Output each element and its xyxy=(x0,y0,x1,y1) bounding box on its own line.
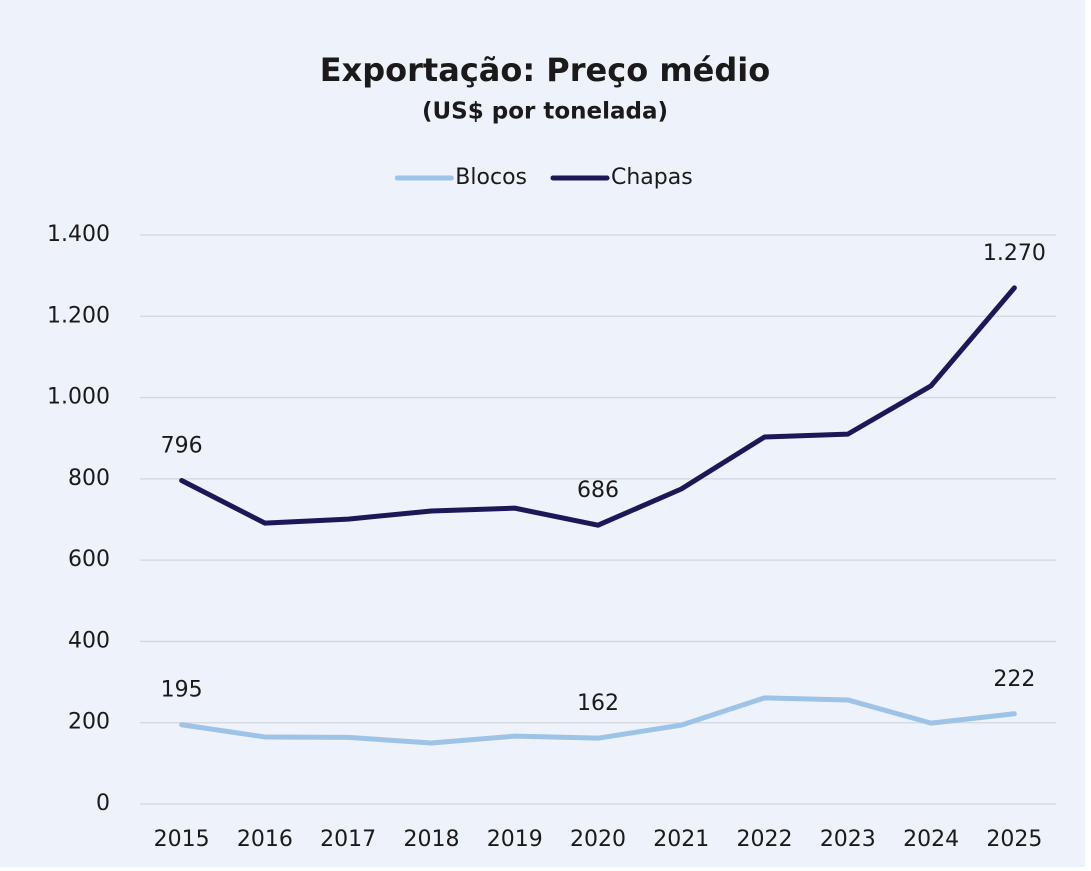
data-label: 1.270 xyxy=(983,241,1046,266)
series-line xyxy=(179,285,1017,528)
x-tick-label: 2022 xyxy=(737,827,793,852)
y-tick-label: 600 xyxy=(68,547,110,572)
x-tick-label: 2017 xyxy=(320,827,376,852)
chart-subtitle: (US$ por tonelada) xyxy=(422,99,668,125)
legend: Blocos Chapas xyxy=(394,165,693,190)
data-label: 222 xyxy=(993,667,1035,692)
data-label: 162 xyxy=(577,691,619,716)
x-tick-label: 2019 xyxy=(487,827,543,852)
chart-title: Exportação: Preço médio xyxy=(320,51,770,89)
x-tick-label: 2024 xyxy=(903,827,959,852)
x-tick-label: 2023 xyxy=(820,827,876,852)
data-label: 686 xyxy=(577,478,619,503)
y-tick-label: 1.200 xyxy=(47,303,110,328)
legend-label: Chapas xyxy=(611,165,693,190)
x-tick-label: 2016 xyxy=(237,827,293,852)
y-tick-label: 400 xyxy=(68,628,110,653)
series-line xyxy=(179,695,1017,746)
x-tick-label: 2025 xyxy=(986,827,1042,852)
y-tick-label: 800 xyxy=(68,466,110,491)
x-tick-label: 2020 xyxy=(570,827,626,852)
x-tick-label: 2018 xyxy=(403,827,459,852)
data-label: 796 xyxy=(161,433,203,458)
x-tick-label: 2021 xyxy=(653,827,709,852)
y-tick-label: 0 xyxy=(96,791,110,816)
y-tick-label: 1.400 xyxy=(47,222,110,247)
legend-label: Blocos xyxy=(455,165,527,190)
data-label: 195 xyxy=(161,678,203,703)
x-tick-label: 2015 xyxy=(154,827,210,852)
y-tick-label: 200 xyxy=(68,710,110,735)
y-tick-label: 1.000 xyxy=(47,385,110,410)
